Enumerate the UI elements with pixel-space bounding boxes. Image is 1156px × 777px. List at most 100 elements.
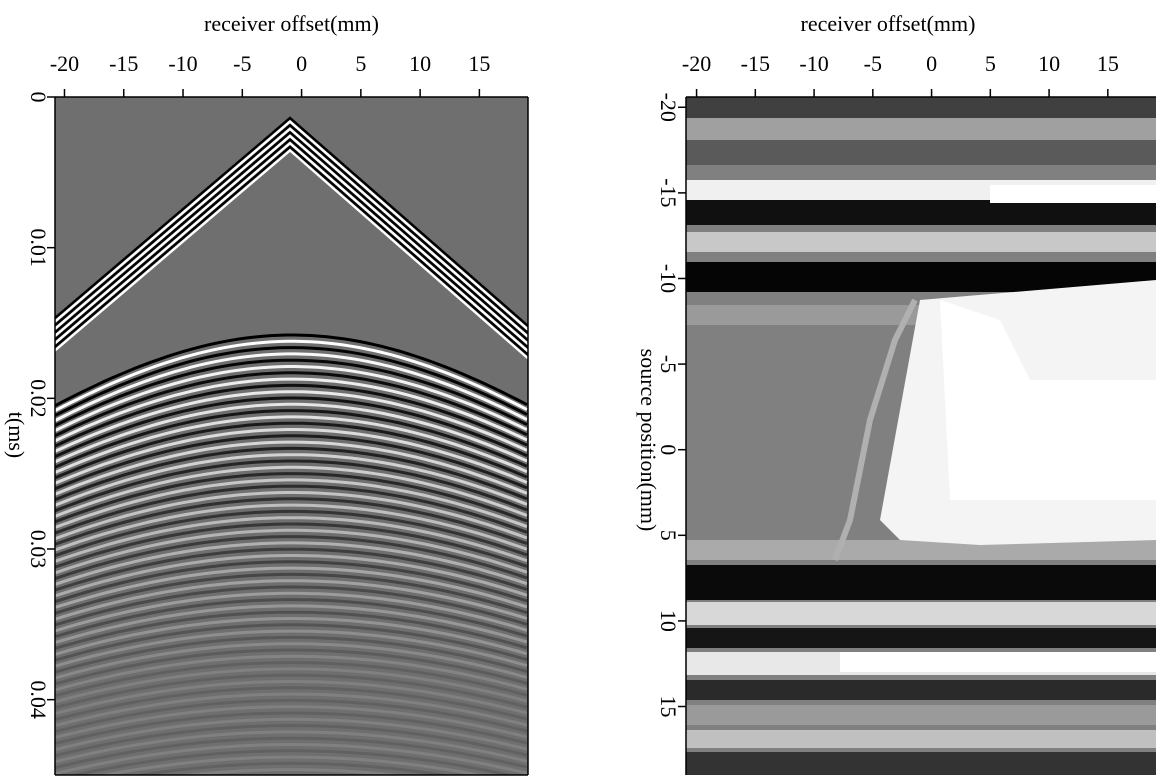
wavefront <box>55 333 528 408</box>
wavefront <box>55 497 528 546</box>
wavefront <box>55 705 528 740</box>
wavefront <box>55 572 528 615</box>
x-axis-label: receiver offset(mm) <box>204 11 379 36</box>
y-tick-label: -20 <box>656 93 681 122</box>
wavefront <box>55 566 528 609</box>
wavefront <box>55 686 528 722</box>
band <box>686 118 1156 140</box>
seismic-gather <box>55 97 528 775</box>
wavefront <box>55 724 528 758</box>
wavefront <box>55 591 528 633</box>
wavefront <box>55 554 528 598</box>
wavefront <box>55 711 528 746</box>
direct-wave <box>55 120 528 331</box>
wavefront <box>55 365 528 433</box>
y-tick-label: 0 <box>656 444 681 455</box>
direct-wave <box>55 127 528 338</box>
wavefront <box>55 528 528 575</box>
x-tick-label: 10 <box>1038 51 1060 76</box>
wavefront <box>97 755 487 775</box>
wavefront <box>55 717 528 752</box>
wavefront <box>55 509 528 558</box>
band <box>686 705 1156 725</box>
bright-band <box>990 185 1156 203</box>
wavefront <box>55 453 528 507</box>
band <box>686 602 1156 625</box>
wavefront <box>55 503 528 552</box>
wavefront <box>55 736 528 770</box>
wavefront <box>55 698 528 734</box>
y-tick-label: 15 <box>656 696 681 718</box>
wavefront <box>55 617 528 656</box>
band <box>686 752 1156 775</box>
wavefront <box>55 383 528 448</box>
wavefront <box>55 547 528 592</box>
x-tick-label: 5 <box>355 51 366 76</box>
wavefront <box>55 541 528 586</box>
y-tick-label: 0.03 <box>26 530 51 569</box>
wavefront <box>55 680 528 716</box>
direct-wave <box>55 123 528 335</box>
wavefront <box>55 560 528 604</box>
wavefront <box>55 459 528 513</box>
wavefront <box>55 535 528 581</box>
wavefront <box>55 491 528 541</box>
x-tick-label: -20 <box>682 51 711 76</box>
wavefront <box>55 604 528 645</box>
wavefront <box>55 428 528 485</box>
band <box>686 565 1156 600</box>
wavefront <box>55 585 528 627</box>
wavefront <box>55 629 528 668</box>
wavefront <box>55 598 528 639</box>
wavefront <box>55 610 528 650</box>
bright-band <box>840 652 1156 672</box>
x-tick-label: 0 <box>926 51 937 76</box>
wavefront <box>55 402 528 464</box>
wavefront <box>55 654 528 692</box>
band <box>686 140 1156 165</box>
x-tick-label: -10 <box>799 51 828 76</box>
x-tick-label: -20 <box>50 51 79 76</box>
direct-wave <box>55 148 528 360</box>
wavefront <box>55 478 528 529</box>
wavefront <box>55 579 528 621</box>
wavefront <box>55 516 528 563</box>
wavefront <box>55 421 528 480</box>
direct-wave <box>55 138 528 349</box>
y-tick-label: 0.02 <box>26 379 51 418</box>
wavefront <box>55 465 528 518</box>
wavefront <box>55 377 528 443</box>
wavefront <box>55 648 528 686</box>
wavefront <box>131 761 453 775</box>
wavefront <box>55 434 528 491</box>
wavefront <box>55 440 528 496</box>
x-tick-label: -5 <box>233 51 251 76</box>
seismic-image <box>686 97 1156 775</box>
x-tick-label: 15 <box>1097 51 1119 76</box>
direct-wave <box>55 145 528 356</box>
wavefront <box>55 409 528 469</box>
wavefront <box>55 371 528 438</box>
wavefront <box>55 352 528 422</box>
y-axis-label: source position(mm) <box>636 349 661 532</box>
x-tick-label: 15 <box>468 51 490 76</box>
wavefront <box>55 346 528 417</box>
wavefront <box>55 730 528 764</box>
x-tick-label: -15 <box>741 51 770 76</box>
x-axis-label: receiver offset(mm) <box>801 11 976 36</box>
wavefront <box>55 623 528 662</box>
wavefront <box>55 667 528 704</box>
direct-wave <box>55 141 528 353</box>
y-axis-label: t(ms) <box>4 412 29 458</box>
y-tick-label: -15 <box>656 178 681 207</box>
y-tick-label: -10 <box>656 264 681 293</box>
y-tick-label: 5 <box>656 530 681 541</box>
x-tick-label: -15 <box>109 51 138 76</box>
x-tick-label: 0 <box>296 51 307 76</box>
wavefront <box>55 484 528 535</box>
wavefront <box>55 415 528 474</box>
band <box>686 680 1156 700</box>
wavefront <box>55 743 528 775</box>
wavefront <box>55 635 528 674</box>
